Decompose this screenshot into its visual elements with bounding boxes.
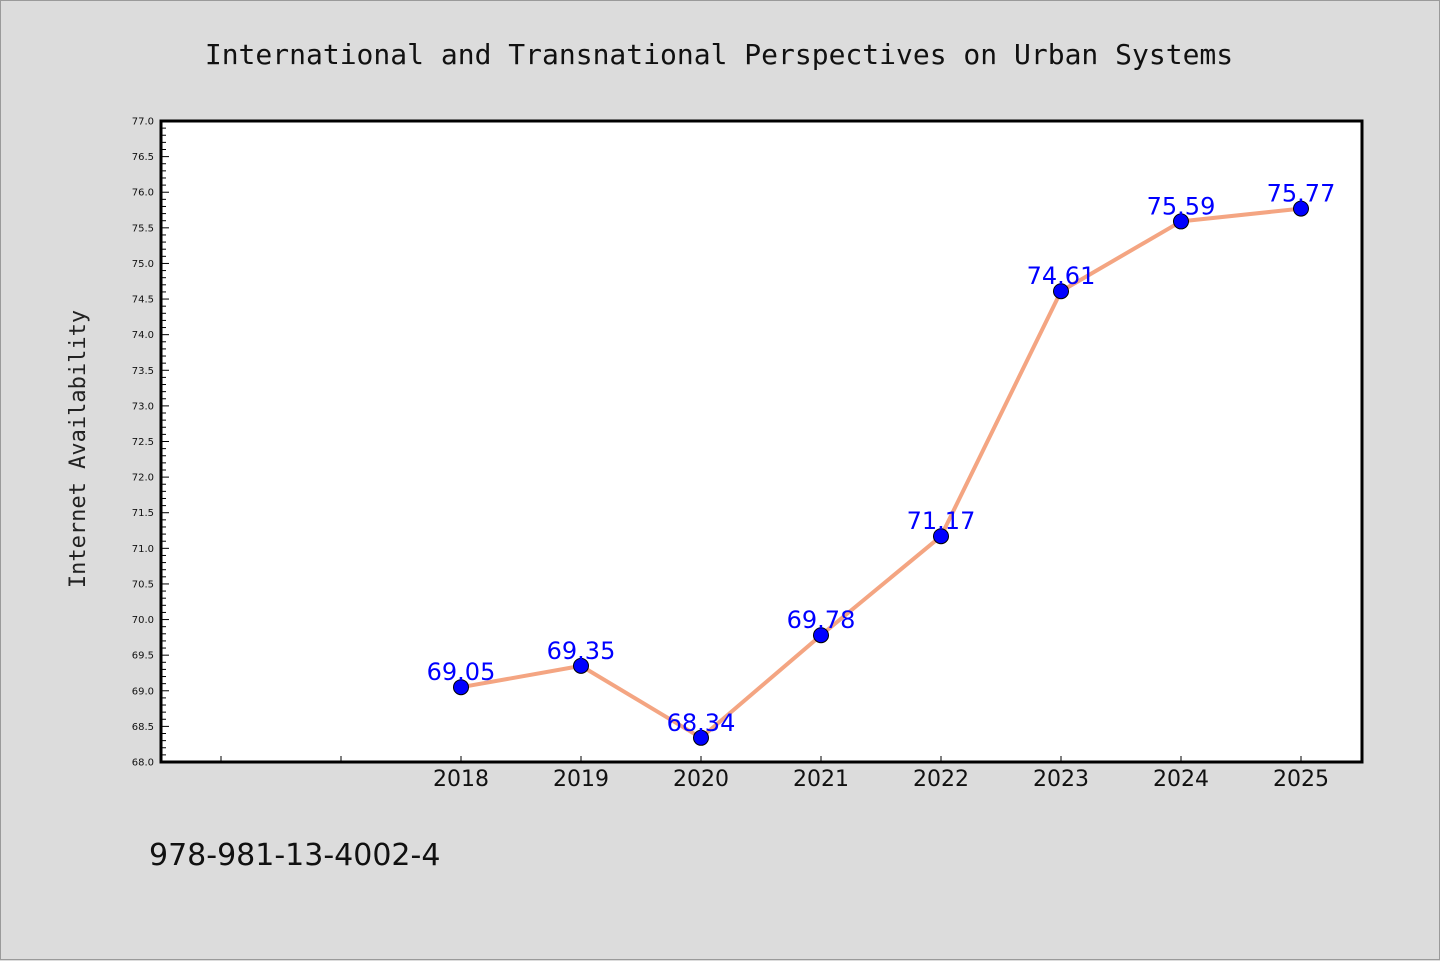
- data-label: 71.17: [907, 507, 976, 535]
- data-point: [1293, 200, 1309, 217]
- data-point: [453, 679, 469, 696]
- data-point: [1173, 213, 1189, 230]
- y-tick-label: 68.0: [132, 758, 154, 769]
- y-tick-label: 71.5: [132, 508, 154, 519]
- data-label: 74.61: [1027, 262, 1096, 290]
- x-tick-label: 2021: [793, 767, 849, 792]
- y-tick-label: 74.5: [132, 295, 154, 306]
- y-tick-label: 73.5: [132, 366, 154, 377]
- data-point: [933, 528, 949, 545]
- data-point: [1053, 283, 1069, 300]
- data-label: 68.34: [667, 709, 736, 737]
- data-point: [693, 729, 709, 746]
- y-tick-label: 68.5: [132, 722, 154, 733]
- series-line: [460, 206, 1302, 740]
- y-axis: 68.0 68.5 69.0 69.5 70.0 70.5 71.0 71.5 72.0 72.5…: [132, 117, 169, 769]
- x-tick-label: 2025: [1273, 767, 1329, 792]
- y-tick-label: 71.0: [132, 544, 154, 555]
- data-label: 69.78: [787, 606, 856, 634]
- y-tick-label: 74.0: [132, 330, 154, 341]
- data-label: 69.35: [547, 637, 616, 665]
- data-label: 75.77: [1267, 180, 1336, 208]
- data-label: 69.05: [427, 658, 496, 686]
- x-tick-label: 2019: [553, 767, 609, 792]
- y-tick-label: 70.5: [132, 579, 154, 590]
- y-tick-label: 76.0: [132, 188, 154, 199]
- x-axis: 2018 2019 2020 2021 2022 2023 2024 2025: [220, 756, 1329, 792]
- chart-title: International and Transnational Perspect…: [205, 38, 1233, 71]
- x-tick-label: 2022: [913, 767, 969, 792]
- data-point: [573, 657, 589, 674]
- x-tick-label: 2018: [433, 767, 489, 792]
- data-point: [813, 627, 829, 644]
- y-tick-label: 75.5: [132, 223, 154, 234]
- y-tick-label: 69.0: [132, 686, 154, 697]
- data-label: 75.59: [1147, 192, 1216, 220]
- y-tick-label: 76.5: [132, 152, 154, 163]
- x-tick-label: 2023: [1033, 767, 1089, 792]
- x-tick-label: 2024: [1153, 767, 1209, 792]
- y-tick-label: 69.5: [132, 651, 154, 662]
- x-tick-label: 2020: [673, 767, 729, 792]
- y-tick-label: 72.5: [132, 437, 154, 448]
- y-tick-label: 70.0: [132, 615, 154, 626]
- y-tick-label: 77.0: [132, 117, 154, 128]
- y-tick-label: 73.0: [132, 401, 154, 412]
- isbn-text: 978-981-13-4002-4: [149, 838, 440, 873]
- y-tick-label: 75.0: [132, 259, 154, 270]
- series-internet-availability: 69.05 69.35 68.34 69.78 71.17 74.61 75.59 75.77: [427, 180, 1336, 746]
- y-axis-label: Internet Availability: [66, 310, 91, 588]
- plot-area: [159, 119, 1364, 764]
- y-tick-label: 72.0: [132, 473, 154, 484]
